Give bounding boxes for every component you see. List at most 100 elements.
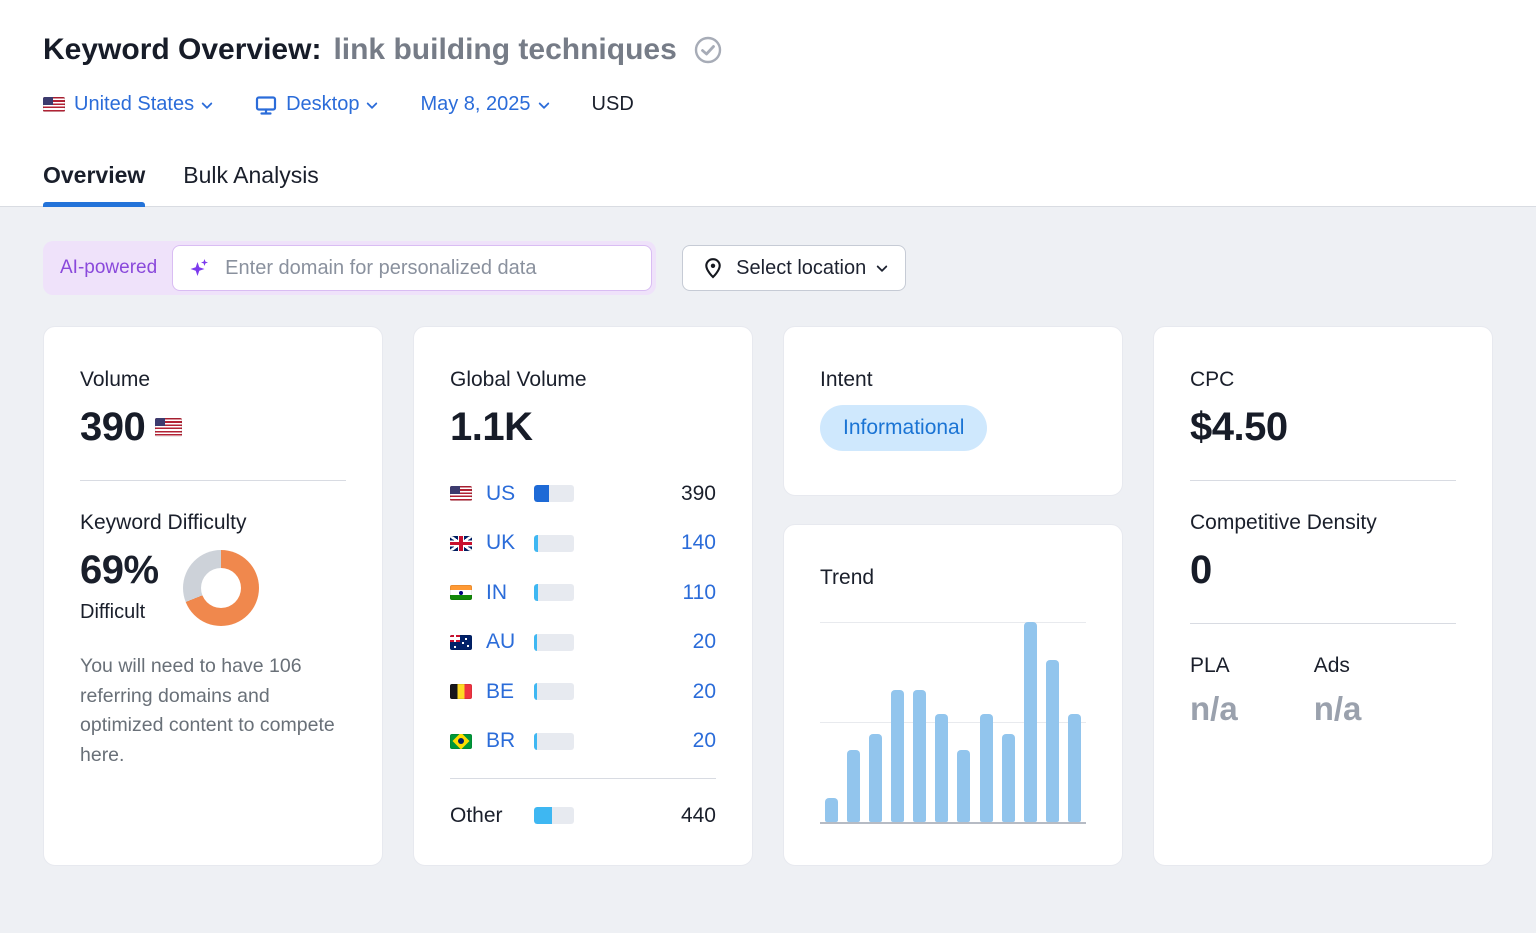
trend-bar xyxy=(825,798,838,822)
kd-percent: 69% xyxy=(80,548,159,592)
belgium-flag-icon xyxy=(450,684,472,700)
volume-bar xyxy=(534,485,574,503)
title-row: Keyword Overview: link building techniqu… xyxy=(43,0,1493,67)
trend-bar xyxy=(891,690,905,822)
date-filter[interactable]: May 8, 2025 xyxy=(420,93,550,116)
verified-check-icon[interactable] xyxy=(693,35,723,65)
volume-number: 390 xyxy=(80,405,146,449)
pla-block: PLA n/a xyxy=(1190,654,1238,728)
us-flag-icon xyxy=(450,486,472,502)
chevron-down-icon xyxy=(876,260,888,273)
sparkles-icon xyxy=(188,256,212,280)
country-code-link[interactable]: IN xyxy=(486,580,507,604)
country-row-uk: UK 140 xyxy=(450,519,716,569)
chevron-down-icon xyxy=(201,97,213,109)
volume-bar xyxy=(534,584,574,602)
select-location-label: Select location xyxy=(736,256,867,279)
page-header: Keyword Overview: link building techniqu… xyxy=(0,0,1536,207)
gridline xyxy=(820,622,1086,623)
tab-overview[interactable]: Overview xyxy=(43,162,146,207)
filter-row: United States Desktop May 8, 2025 USD xyxy=(43,93,1493,116)
country-filter-label: United States xyxy=(74,93,195,115)
country-row-be: BE 20 xyxy=(450,667,716,717)
country-volume-link[interactable]: 20 xyxy=(692,729,716,753)
trend-bar xyxy=(913,690,927,822)
divider xyxy=(450,778,716,779)
global-volume-value: 1.1K xyxy=(450,405,533,449)
volume-bar xyxy=(534,633,574,651)
tabs: Overview Bulk Analysis xyxy=(43,162,1493,207)
competitive-density-value: 0 xyxy=(1190,548,1212,592)
country-code-link[interactable]: AU xyxy=(486,630,516,654)
select-location-button[interactable]: Select location xyxy=(682,245,907,291)
australia-flag-icon xyxy=(450,634,472,650)
country-code-link[interactable]: BR xyxy=(486,729,516,753)
keyword-text: link building techniques xyxy=(333,33,677,66)
trend-bar xyxy=(1045,660,1059,822)
keyword-difficulty-row: 69% Difficult xyxy=(80,548,346,626)
intent-badge[interactable]: Informational xyxy=(820,405,988,451)
uk-flag-icon xyxy=(450,535,472,551)
desktop-monitor-icon xyxy=(255,94,277,116)
trend-bar xyxy=(935,714,949,822)
trend-bar xyxy=(1001,734,1015,822)
page-title: Keyword Overview: xyxy=(43,33,322,66)
ai-toolbar: AI-powered Select location xyxy=(43,241,1493,295)
tab-bulk-analysis[interactable]: Bulk Analysis xyxy=(183,162,319,188)
brazil-flag-icon xyxy=(450,733,472,749)
location-pin-icon xyxy=(702,257,724,279)
cpc-value: $4.50 xyxy=(1190,405,1288,449)
kd-text-block: 69% Difficult xyxy=(80,548,159,624)
cpc-card: CPC $4.50 Competitive Density 0 PLA n/a … xyxy=(1153,326,1493,866)
ads-value: n/a xyxy=(1313,690,1362,727)
country-volume-link[interactable]: 20 xyxy=(692,630,716,654)
trend-bar xyxy=(1023,622,1037,822)
volume-bar xyxy=(534,807,574,825)
volume-bar xyxy=(534,683,574,701)
intent-label: Intent xyxy=(820,368,873,391)
chevron-down-icon xyxy=(537,97,550,109)
gridline xyxy=(820,722,1086,723)
other-volume-value: 440 xyxy=(680,803,716,827)
trend-bar xyxy=(957,750,971,822)
ads-label: Ads xyxy=(1313,654,1350,677)
domain-input[interactable] xyxy=(223,255,637,281)
trend-label: Trend xyxy=(820,566,875,589)
pla-value: n/a xyxy=(1190,690,1238,727)
trend-bar xyxy=(1067,714,1081,822)
country-row-other: Other 440 xyxy=(450,791,716,841)
country-code-link[interactable]: US xyxy=(486,481,516,505)
ai-powered-badge: AI-powered xyxy=(60,257,158,278)
other-label: Other xyxy=(450,803,503,827)
kd-level: Difficult xyxy=(80,601,146,623)
country-row-au: AU 20 xyxy=(450,618,716,668)
ai-powered-container: AI-powered xyxy=(43,241,657,295)
volume-value: 390 xyxy=(80,405,346,450)
keyword-difficulty-label: Keyword Difficulty xyxy=(80,511,247,534)
country-volume-link[interactable]: 140 xyxy=(680,531,716,555)
country-filter[interactable]: United States xyxy=(43,93,213,116)
currency-label: USD xyxy=(591,93,634,115)
device-filter[interactable]: Desktop xyxy=(255,93,379,116)
country-volume-value: 390 xyxy=(680,481,716,505)
country-row-in: IN 110 xyxy=(450,568,716,618)
global-volume-label: Global Volume xyxy=(450,368,587,391)
chevron-down-icon xyxy=(366,97,379,109)
trend-card: Trend xyxy=(783,524,1123,866)
volume-label: Volume xyxy=(80,368,151,391)
pla-ads-row: PLA n/a Ads n/a xyxy=(1190,654,1456,728)
country-row-br: BR 20 xyxy=(450,717,716,767)
country-row-us: US 390 xyxy=(450,469,716,519)
trend-bar xyxy=(979,714,993,822)
divider xyxy=(1190,623,1456,624)
divider xyxy=(80,480,346,481)
domain-input-box[interactable] xyxy=(172,245,653,291)
divider xyxy=(1190,480,1456,481)
country-volume-link[interactable]: 20 xyxy=(692,679,716,703)
country-code-link[interactable]: BE xyxy=(486,679,515,703)
metrics-grid: Volume 390 Keyword Difficulty 69% Diffic… xyxy=(43,326,1493,866)
pla-label: PLA xyxy=(1190,654,1230,677)
global-volume-rows: US 390 UK 140 IN 110 xyxy=(450,469,716,841)
country-volume-link[interactable]: 110 xyxy=(682,580,716,604)
country-code-link[interactable]: UK xyxy=(486,531,516,555)
